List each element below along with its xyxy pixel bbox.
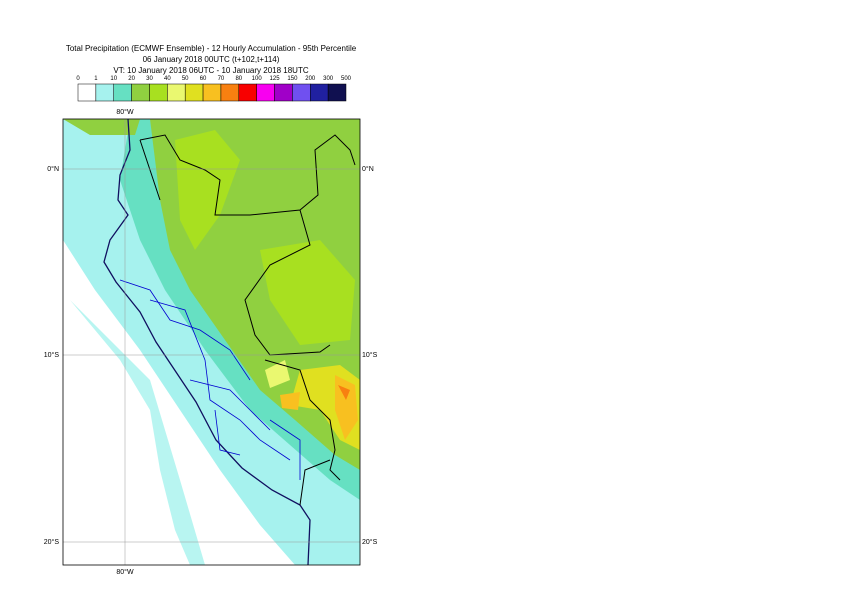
- graticule: [63, 119, 360, 565]
- boundaries: [103, 118, 356, 566]
- legend-label: 20: [128, 76, 135, 82]
- map-frame: [62, 118, 361, 566]
- lat-labels: 0°N 0°N 10°S 10°S 20°S 20°S: [44, 165, 378, 546]
- legend-label: 125: [270, 76, 281, 82]
- legend-swatch: [131, 83, 150, 102]
- legend-label: 1: [94, 76, 98, 82]
- lat-label: 20°S: [44, 538, 60, 546]
- legend-swatch: [113, 83, 132, 102]
- legend: 0 1 10 20 30 40 50 60 70 80 100 125 150 200 300 500: [76, 76, 352, 102]
- legend-label: 80: [235, 76, 242, 82]
- legend-swatch: [327, 83, 347, 102]
- legend-label: 0: [76, 76, 80, 82]
- legend-swatch: [274, 83, 293, 102]
- legend-swatch: [202, 83, 222, 102]
- legend-label: 200: [305, 76, 316, 82]
- subtitle: 06 January 2018 00UTC (t+102,t+114): [143, 55, 280, 64]
- legend-swatch: [95, 83, 114, 102]
- legend-swatch: [167, 83, 186, 102]
- legend-label: 50: [182, 76, 189, 82]
- legend-label: 10: [110, 76, 117, 82]
- lat-label: 20°S: [362, 538, 378, 546]
- legend-label: 150: [287, 76, 298, 82]
- lat-label: 0°N: [362, 165, 374, 173]
- legend-label: 500: [341, 76, 352, 82]
- lon-label: 80°W: [116, 568, 134, 576]
- legend-swatch: [149, 83, 168, 102]
- lat-label: 10°S: [44, 351, 60, 359]
- title: Total Precipitation (ECMWF Ensemble) - 1…: [66, 44, 357, 53]
- legend-swatch: [310, 83, 329, 102]
- legend-label: 100: [252, 76, 263, 82]
- legend-swatch: [256, 83, 275, 102]
- legend-swatch: [184, 83, 204, 102]
- legend-label: 70: [218, 76, 225, 82]
- legend-label: 40: [164, 76, 171, 82]
- precip-field: [63, 119, 360, 565]
- lat-label: 10°S: [362, 351, 378, 359]
- legend-swatch: [238, 83, 257, 102]
- legend-label: 300: [323, 76, 334, 82]
- legend-swatch: [77, 83, 97, 102]
- valid-time: VT: 10 January 2018 06UTC - 10 January 2…: [113, 66, 308, 75]
- legend-swatch: [292, 83, 311, 102]
- lat-label: 0°N: [47, 165, 59, 173]
- legend-label: 60: [200, 76, 207, 82]
- lon-label: 80°W: [116, 108, 134, 116]
- legend-label: 30: [146, 76, 153, 82]
- legend-swatch: [220, 83, 240, 102]
